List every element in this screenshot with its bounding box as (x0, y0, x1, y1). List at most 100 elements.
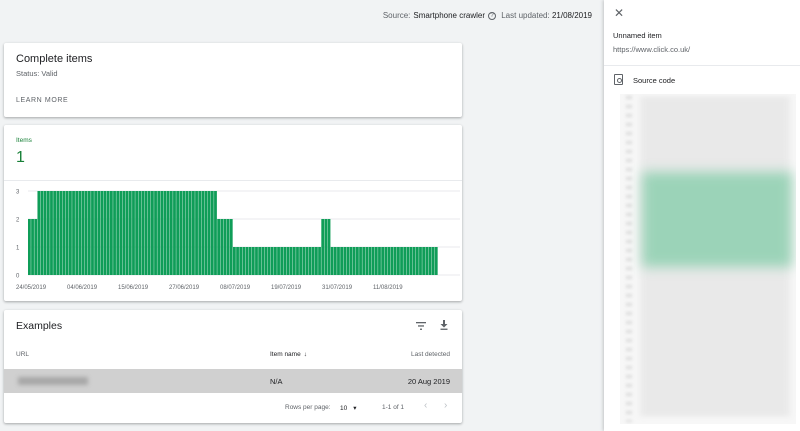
panel-item-url[interactable]: https://www.click.co.uk/ (613, 45, 691, 54)
chart-bar (40, 191, 44, 275)
chart-bar (403, 247, 407, 275)
chart-bar (75, 191, 79, 275)
items-chart-card: Items 1 0 1 2 3 24/05/2019 04/06/2019 15/06/20… (4, 125, 462, 301)
chart-bar (144, 191, 148, 275)
summary-card: Complete items Status: Valid LEARN MORE (4, 43, 462, 117)
x-tick-label: 15/06/2019 (118, 285, 149, 291)
chart-bar (78, 191, 82, 275)
chart-bar (245, 247, 249, 275)
chart-bar (400, 247, 403, 275)
chart-bar (321, 219, 325, 275)
y-tick-label: 3 (16, 190, 20, 196)
chart-bar (425, 247, 429, 275)
chart-bar (138, 191, 142, 275)
chart-bar (305, 247, 309, 275)
chart-bar (239, 247, 243, 275)
chart-bar (308, 247, 312, 275)
chart-bar (173, 191, 176, 275)
column-header-url[interactable]: URL (16, 351, 30, 358)
previous-page-icon[interactable]: ‹ (424, 400, 428, 411)
chart-bar (210, 191, 214, 275)
chart-bar (352, 247, 356, 275)
help-icon[interactable]: ? (488, 11, 496, 20)
chart-bar (356, 247, 359, 275)
filter-icon[interactable] (416, 322, 426, 330)
next-page-icon[interactable]: › (444, 400, 448, 411)
chart-bar (154, 191, 157, 275)
learn-more-link[interactable]: LEARN MORE (16, 97, 69, 104)
chart-bar (337, 247, 340, 275)
close-icon[interactable]: ✕ (614, 6, 625, 20)
chart-bar (103, 191, 107, 275)
chart-divider (4, 180, 462, 181)
chart-bar (296, 247, 299, 275)
chart-bar (185, 191, 189, 275)
rows-per-page-select[interactable]: 10 ▾ (340, 404, 357, 413)
chart-bar (53, 191, 57, 275)
column-header-item-name[interactable]: Item name ↓ (270, 351, 307, 358)
chart-bar (286, 247, 290, 275)
chart-bar (217, 219, 221, 275)
chart-bar (283, 247, 287, 275)
chart-bar (343, 247, 347, 275)
y-tick-label: 0 (16, 274, 20, 280)
table-row[interactable]: N/A 20 Aug 2019 (4, 369, 462, 393)
chart-bar (81, 191, 85, 275)
chart-bar (236, 247, 239, 275)
blurred-url (18, 377, 88, 385)
chart-bar (393, 247, 397, 275)
chart-bar (56, 191, 60, 275)
chart-bar (368, 247, 372, 275)
chart-bar (160, 191, 164, 275)
panel-item-name: Unnamed item (613, 31, 662, 40)
chart-bar (87, 191, 91, 275)
chart-bar (188, 191, 192, 275)
chart-bar (397, 247, 400, 275)
chart-bar (378, 247, 381, 275)
chart-bar (264, 247, 268, 275)
chart-bar (415, 247, 419, 275)
chart-bar (315, 247, 318, 275)
chart-bar (195, 191, 198, 275)
chart-bar (132, 191, 135, 275)
chart-bar (84, 191, 88, 275)
source-code-view[interactable] (620, 94, 796, 424)
chart-bar (179, 191, 183, 275)
chart-bar (359, 247, 362, 275)
chart-bar (318, 247, 321, 275)
chart-bar (46, 191, 50, 275)
chart-bar (346, 247, 350, 275)
chart-bar (292, 247, 296, 275)
chart-bar (50, 191, 53, 275)
top-bar: Source: Smartphone crawler ? Last update… (0, 0, 604, 30)
chart-bar (349, 247, 353, 275)
y-tick-label: 1 (16, 246, 20, 252)
chart-bar (147, 191, 151, 275)
x-tick-label: 08/07/2019 (220, 285, 251, 291)
chart-bar (204, 191, 208, 275)
chart-bar (233, 247, 236, 275)
chart-bar (406, 247, 410, 275)
chart-bar (381, 247, 385, 275)
row-last-detected: 20 Aug 2019 (407, 377, 450, 386)
item-name-header-label: Item name (270, 351, 301, 358)
chart-bar (135, 191, 139, 275)
chart-bar (384, 247, 388, 275)
chart-bar (169, 191, 173, 275)
sort-arrow-down-icon: ↓ (303, 351, 307, 358)
chart-bar (327, 219, 331, 275)
column-header-last-detected[interactable]: Last detected (410, 351, 450, 358)
chart-bar (261, 247, 265, 275)
highlighted-code-block (642, 172, 792, 267)
summary-title: Complete items (16, 53, 93, 65)
download-icon[interactable] (439, 320, 449, 330)
updated-label: Last updated: (501, 11, 550, 20)
chart-bar (270, 247, 274, 275)
chart-bar (302, 247, 306, 275)
last-updated: Last updated: 21/08/2019 (501, 11, 592, 20)
chart-bar (409, 247, 413, 275)
chart-bar (91, 191, 94, 275)
chart-bar (116, 191, 120, 275)
details-panel: ✕ Unnamed item https://www.click.co.uk/ … (604, 0, 800, 431)
chart-bar (113, 191, 116, 275)
